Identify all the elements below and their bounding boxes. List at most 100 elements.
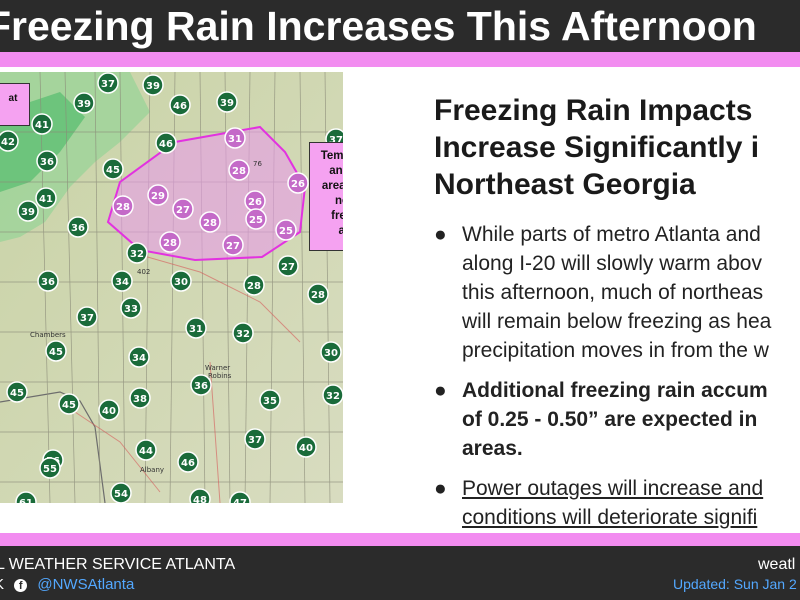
svg-text:45: 45	[10, 388, 24, 399]
callout-line: freezing this	[331, 210, 343, 222]
bullet-line: conditions will deteriorate signifi	[462, 506, 758, 529]
impact-bullets: ● While parts of metro Atlanta and along…	[434, 220, 800, 533]
callout-left: at	[0, 83, 30, 126]
temp-marker: 27	[172, 198, 194, 220]
temp-marker: 54	[110, 482, 132, 503]
temp-marker: 46	[155, 132, 177, 154]
temp-marker: 28	[112, 195, 134, 217]
impact-heading: Freezing Rain Impacts Increase Significa…	[434, 92, 800, 203]
bullet-dot: ●	[434, 223, 447, 246]
svg-text:45: 45	[106, 165, 120, 176]
svg-text:Robins: Robins	[208, 372, 232, 380]
heading-line: Northeast Georgia	[434, 168, 696, 201]
svg-text:31: 31	[228, 134, 242, 145]
bullet-line: of 0.25 - 0.50” are expected in	[462, 408, 758, 431]
svg-text:402: 402	[137, 268, 150, 276]
svg-text:26: 26	[291, 179, 305, 190]
social-row: K f @NWSAtlanta	[0, 576, 134, 593]
updated-timestamp: Updated: Sun Jan 2	[673, 576, 797, 592]
social-handle-link[interactable]: @NWSAtlanta	[37, 576, 135, 593]
svg-text:Warner: Warner	[205, 364, 230, 372]
temp-marker: 42	[0, 130, 19, 152]
svg-text:36: 36	[194, 381, 208, 392]
bullet-line: will remain below freezing as hea	[462, 310, 772, 333]
svg-text:39: 39	[220, 98, 234, 109]
svg-text:54: 54	[114, 489, 128, 500]
temp-marker: 29	[147, 184, 169, 206]
bullet-accumulation: ● Additional freezing rain accum of 0.25…	[434, 376, 800, 463]
temp-marker: 39	[17, 200, 39, 222]
temp-marker: 28	[243, 274, 265, 296]
svg-text:36: 36	[41, 277, 55, 288]
social-prefix: K	[0, 576, 4, 593]
svg-text:26: 26	[248, 197, 262, 208]
svg-text:55: 55	[43, 464, 57, 475]
bullet-power-outages: ● Power outages will increase and condit…	[434, 474, 800, 532]
callout-line: afternoon	[338, 225, 343, 237]
svg-text:25: 25	[279, 226, 293, 237]
svg-text:37: 37	[329, 135, 343, 146]
svg-text:28: 28	[247, 281, 261, 292]
callout-line: area will remain	[321, 180, 343, 192]
temp-marker: 40	[98, 399, 120, 421]
temp-marker: 38	[129, 387, 151, 409]
bullet-line: areas.	[462, 437, 523, 460]
bullet-dot: ●	[434, 379, 447, 402]
website-link[interactable]: weatl	[758, 556, 796, 573]
svg-text:36: 36	[40, 157, 54, 168]
svg-text:28: 28	[116, 202, 130, 213]
temp-marker: 34	[111, 270, 133, 292]
footer-bar: L WEATHER SERVICE ATLANTA K f @NWSAtlant…	[0, 546, 800, 600]
temp-marker: 36	[36, 150, 58, 172]
temp-marker: 40	[295, 436, 317, 458]
svg-text:28: 28	[311, 290, 325, 301]
svg-text:39: 39	[77, 99, 91, 110]
svg-text:37: 37	[80, 313, 94, 324]
temp-marker: 46	[177, 451, 199, 473]
temp-marker: 32	[232, 322, 254, 344]
svg-text:35: 35	[263, 396, 277, 407]
temp-marker: 30	[320, 341, 342, 363]
svg-text:28: 28	[163, 238, 177, 249]
callout-line: Temperatures in	[320, 150, 343, 162]
svg-text:27: 27	[281, 262, 295, 273]
svg-text:30: 30	[174, 277, 188, 288]
svg-text:28: 28	[232, 166, 246, 177]
callout-line: and near this	[329, 165, 343, 177]
temp-marker: 45	[45, 340, 67, 362]
svg-text:39: 39	[146, 81, 160, 92]
temp-marker: 37	[244, 428, 266, 450]
temp-marker: 39	[216, 91, 238, 113]
temp-marker: 25	[275, 219, 297, 241]
temp-marker: 41	[35, 187, 57, 209]
temp-marker: 33	[120, 297, 142, 319]
svg-text:47: 47	[233, 498, 247, 503]
temp-marker: 27	[222, 234, 244, 256]
svg-text:31: 31	[189, 324, 203, 335]
accent-band-top	[0, 52, 800, 67]
svg-text:46: 46	[159, 139, 173, 150]
svg-text:32: 32	[236, 329, 250, 340]
svg-text:46: 46	[181, 458, 195, 469]
temp-marker: 26	[244, 190, 266, 212]
svg-text:42: 42	[1, 137, 15, 148]
bullet-line: Additional freezing rain accum	[462, 379, 768, 402]
svg-text:41: 41	[35, 120, 49, 131]
accent-band-bottom	[0, 533, 800, 546]
svg-text:41: 41	[39, 194, 53, 205]
temp-marker: 36	[67, 216, 89, 238]
temp-marker: 32	[322, 384, 343, 406]
svg-text:38: 38	[133, 394, 147, 405]
temp-marker: 36	[190, 374, 212, 396]
svg-text:30: 30	[324, 348, 338, 359]
svg-text:44: 44	[139, 446, 153, 457]
bullet-metro-warming: ● While parts of metro Atlanta and along…	[434, 220, 800, 365]
bullet-dot: ●	[434, 477, 447, 500]
svg-text:28: 28	[203, 218, 217, 229]
temp-marker: 39	[73, 92, 95, 114]
map-graphic: 76 402 Warner Robins Chambers Albany 31 …	[0, 72, 343, 503]
facebook-icon[interactable]: f	[14, 578, 28, 592]
heading-line: Increase Significantly i	[434, 131, 760, 164]
impact-summary: Freezing Rain Impacts Increase Significa…	[434, 92, 800, 529]
svg-text:61: 61	[19, 498, 33, 503]
